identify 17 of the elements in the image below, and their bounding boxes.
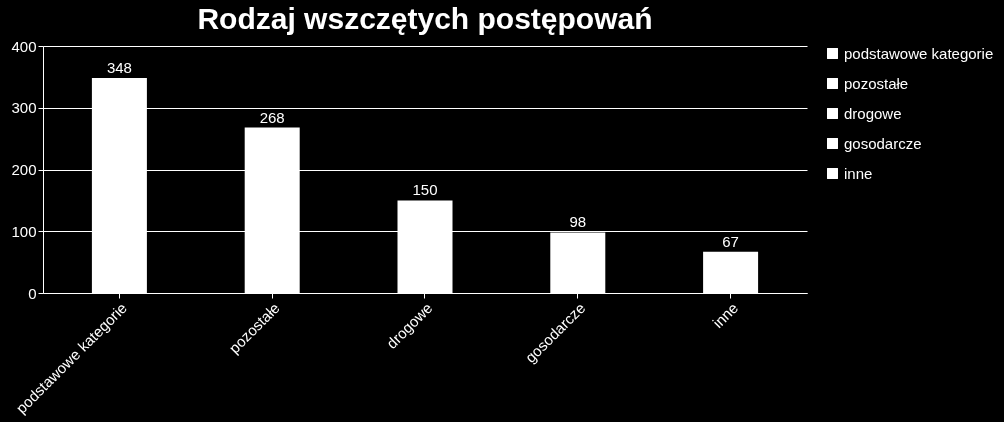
y-tick-label: 400 [11, 37, 37, 55]
data-label: 268 [259, 108, 285, 126]
y-tick-label: 300 [11, 99, 37, 117]
data-label: 150 [412, 181, 438, 199]
legend-label: gosodarcze [844, 134, 922, 152]
data-label: 98 [569, 213, 587, 231]
data-label: 348 [106, 59, 132, 77]
x-tick-label: inne [709, 299, 742, 332]
legend-label: pozostałe [844, 74, 909, 92]
legend-label: podstawowe kategorie [844, 44, 994, 62]
legend-label: inne [844, 164, 873, 182]
legend-label: drogowe [844, 104, 902, 122]
y-tick-label: 200 [11, 161, 37, 178]
y-tick-label: 0 [28, 284, 37, 302]
data-label: 67 [722, 232, 739, 250]
chart-title: Rodzaj wszczętych postępowań [197, 2, 653, 35]
y-tick-label: 100 [11, 222, 37, 240]
